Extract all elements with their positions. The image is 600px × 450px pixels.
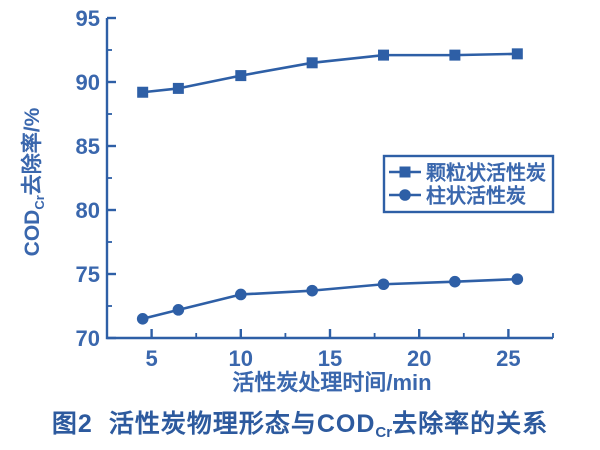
legend-box bbox=[382, 154, 555, 214]
figure-caption: 图2 活性炭物理形态与CODCr去除率的关系 bbox=[0, 404, 600, 441]
square-marker bbox=[378, 49, 390, 61]
axes bbox=[105, 16, 554, 340]
x-tick-label: 20 bbox=[407, 346, 431, 371]
legend-entry-label: 柱状活性炭 bbox=[426, 184, 526, 208]
circle-marker bbox=[235, 288, 247, 301]
y-tick-label: 90 bbox=[76, 70, 100, 95]
series-granular-carbon bbox=[137, 48, 523, 98]
circle-marker bbox=[511, 273, 524, 285]
square-marker bbox=[399, 166, 411, 178]
y-tick-label: 95 bbox=[76, 6, 100, 31]
series-line bbox=[142, 52, 518, 94]
circle-marker bbox=[306, 284, 318, 297]
x-tick-label: 25 bbox=[496, 346, 520, 371]
square-marker bbox=[449, 49, 461, 61]
legend-entry-label: 颗粒状活性炭 bbox=[426, 161, 546, 185]
x-tick-label: 15 bbox=[318, 346, 342, 371]
x-tick-label: 5 bbox=[145, 346, 157, 371]
tick-labels: 70 75 80 85 90 95 5 10 15 20 25 bbox=[76, 6, 521, 371]
series-line bbox=[142, 277, 518, 321]
square-marker bbox=[511, 48, 523, 60]
y-tick-label: 70 bbox=[76, 326, 100, 351]
square-marker bbox=[172, 82, 184, 94]
caption-text-1: 活性炭物理形态与COD bbox=[108, 410, 376, 438]
caption-text-2: 去除率的关系 bbox=[392, 410, 549, 438]
y-tick-label: 85 bbox=[76, 134, 100, 159]
square-marker bbox=[306, 57, 318, 69]
series-columnar-carbon bbox=[136, 273, 524, 325]
square-marker bbox=[137, 86, 149, 98]
x-tick-label: 10 bbox=[229, 346, 253, 371]
y-axis-label: CODCr去除率/% bbox=[20, 107, 47, 256]
y-tick-label: 75 bbox=[76, 262, 100, 287]
cod-removal-line-chart: 70 75 80 85 90 95 5 10 15 20 25 活性炭处理时间/min CODCr去除率… bbox=[20, 6, 555, 395]
circle-marker bbox=[449, 275, 461, 288]
square-marker bbox=[235, 70, 247, 82]
y-tick-label: 80 bbox=[76, 198, 100, 223]
circle-marker bbox=[136, 313, 149, 325]
circle-marker bbox=[377, 278, 390, 291]
caption-subscript: Cr bbox=[375, 424, 393, 441]
circle-marker bbox=[172, 304, 185, 316]
caption-figure-number: 图2 bbox=[51, 410, 93, 438]
x-axis-label: 活性炭处理时间/min bbox=[232, 370, 431, 395]
circle-marker bbox=[399, 189, 411, 201]
